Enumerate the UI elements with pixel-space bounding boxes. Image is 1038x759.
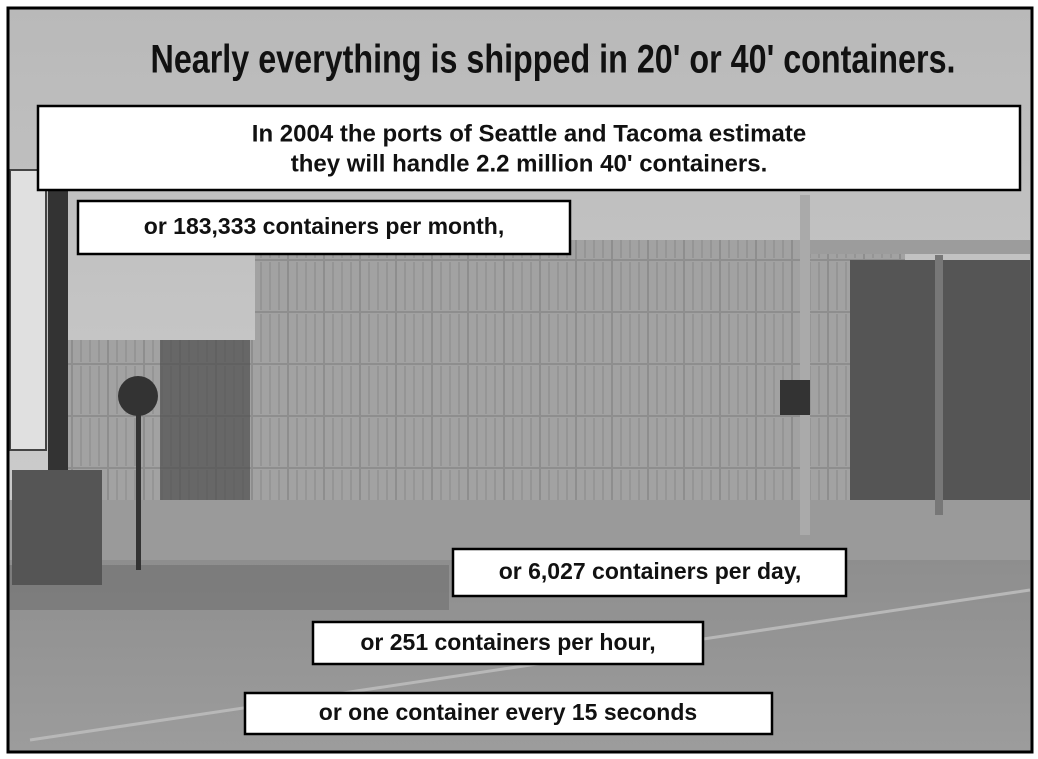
intro-line: they will handle 2.2 million 40' contain… — [291, 150, 768, 177]
intro-box — [38, 106, 1020, 190]
rate-text: or 251 containers per hour, — [360, 629, 655, 655]
poster: Nearly everything is shipped in 20' or 4… — [0, 0, 1038, 759]
title: Nearly everything is shipped in 20' or 4… — [151, 38, 956, 82]
intro-line: In 2004 the ports of Seattle and Tacoma … — [252, 120, 806, 147]
rate-text: or 6,027 containers per day, — [499, 558, 802, 584]
rate-text: or 183,333 containers per month, — [144, 213, 504, 239]
rate-text: or one container every 15 seconds — [319, 699, 697, 725]
